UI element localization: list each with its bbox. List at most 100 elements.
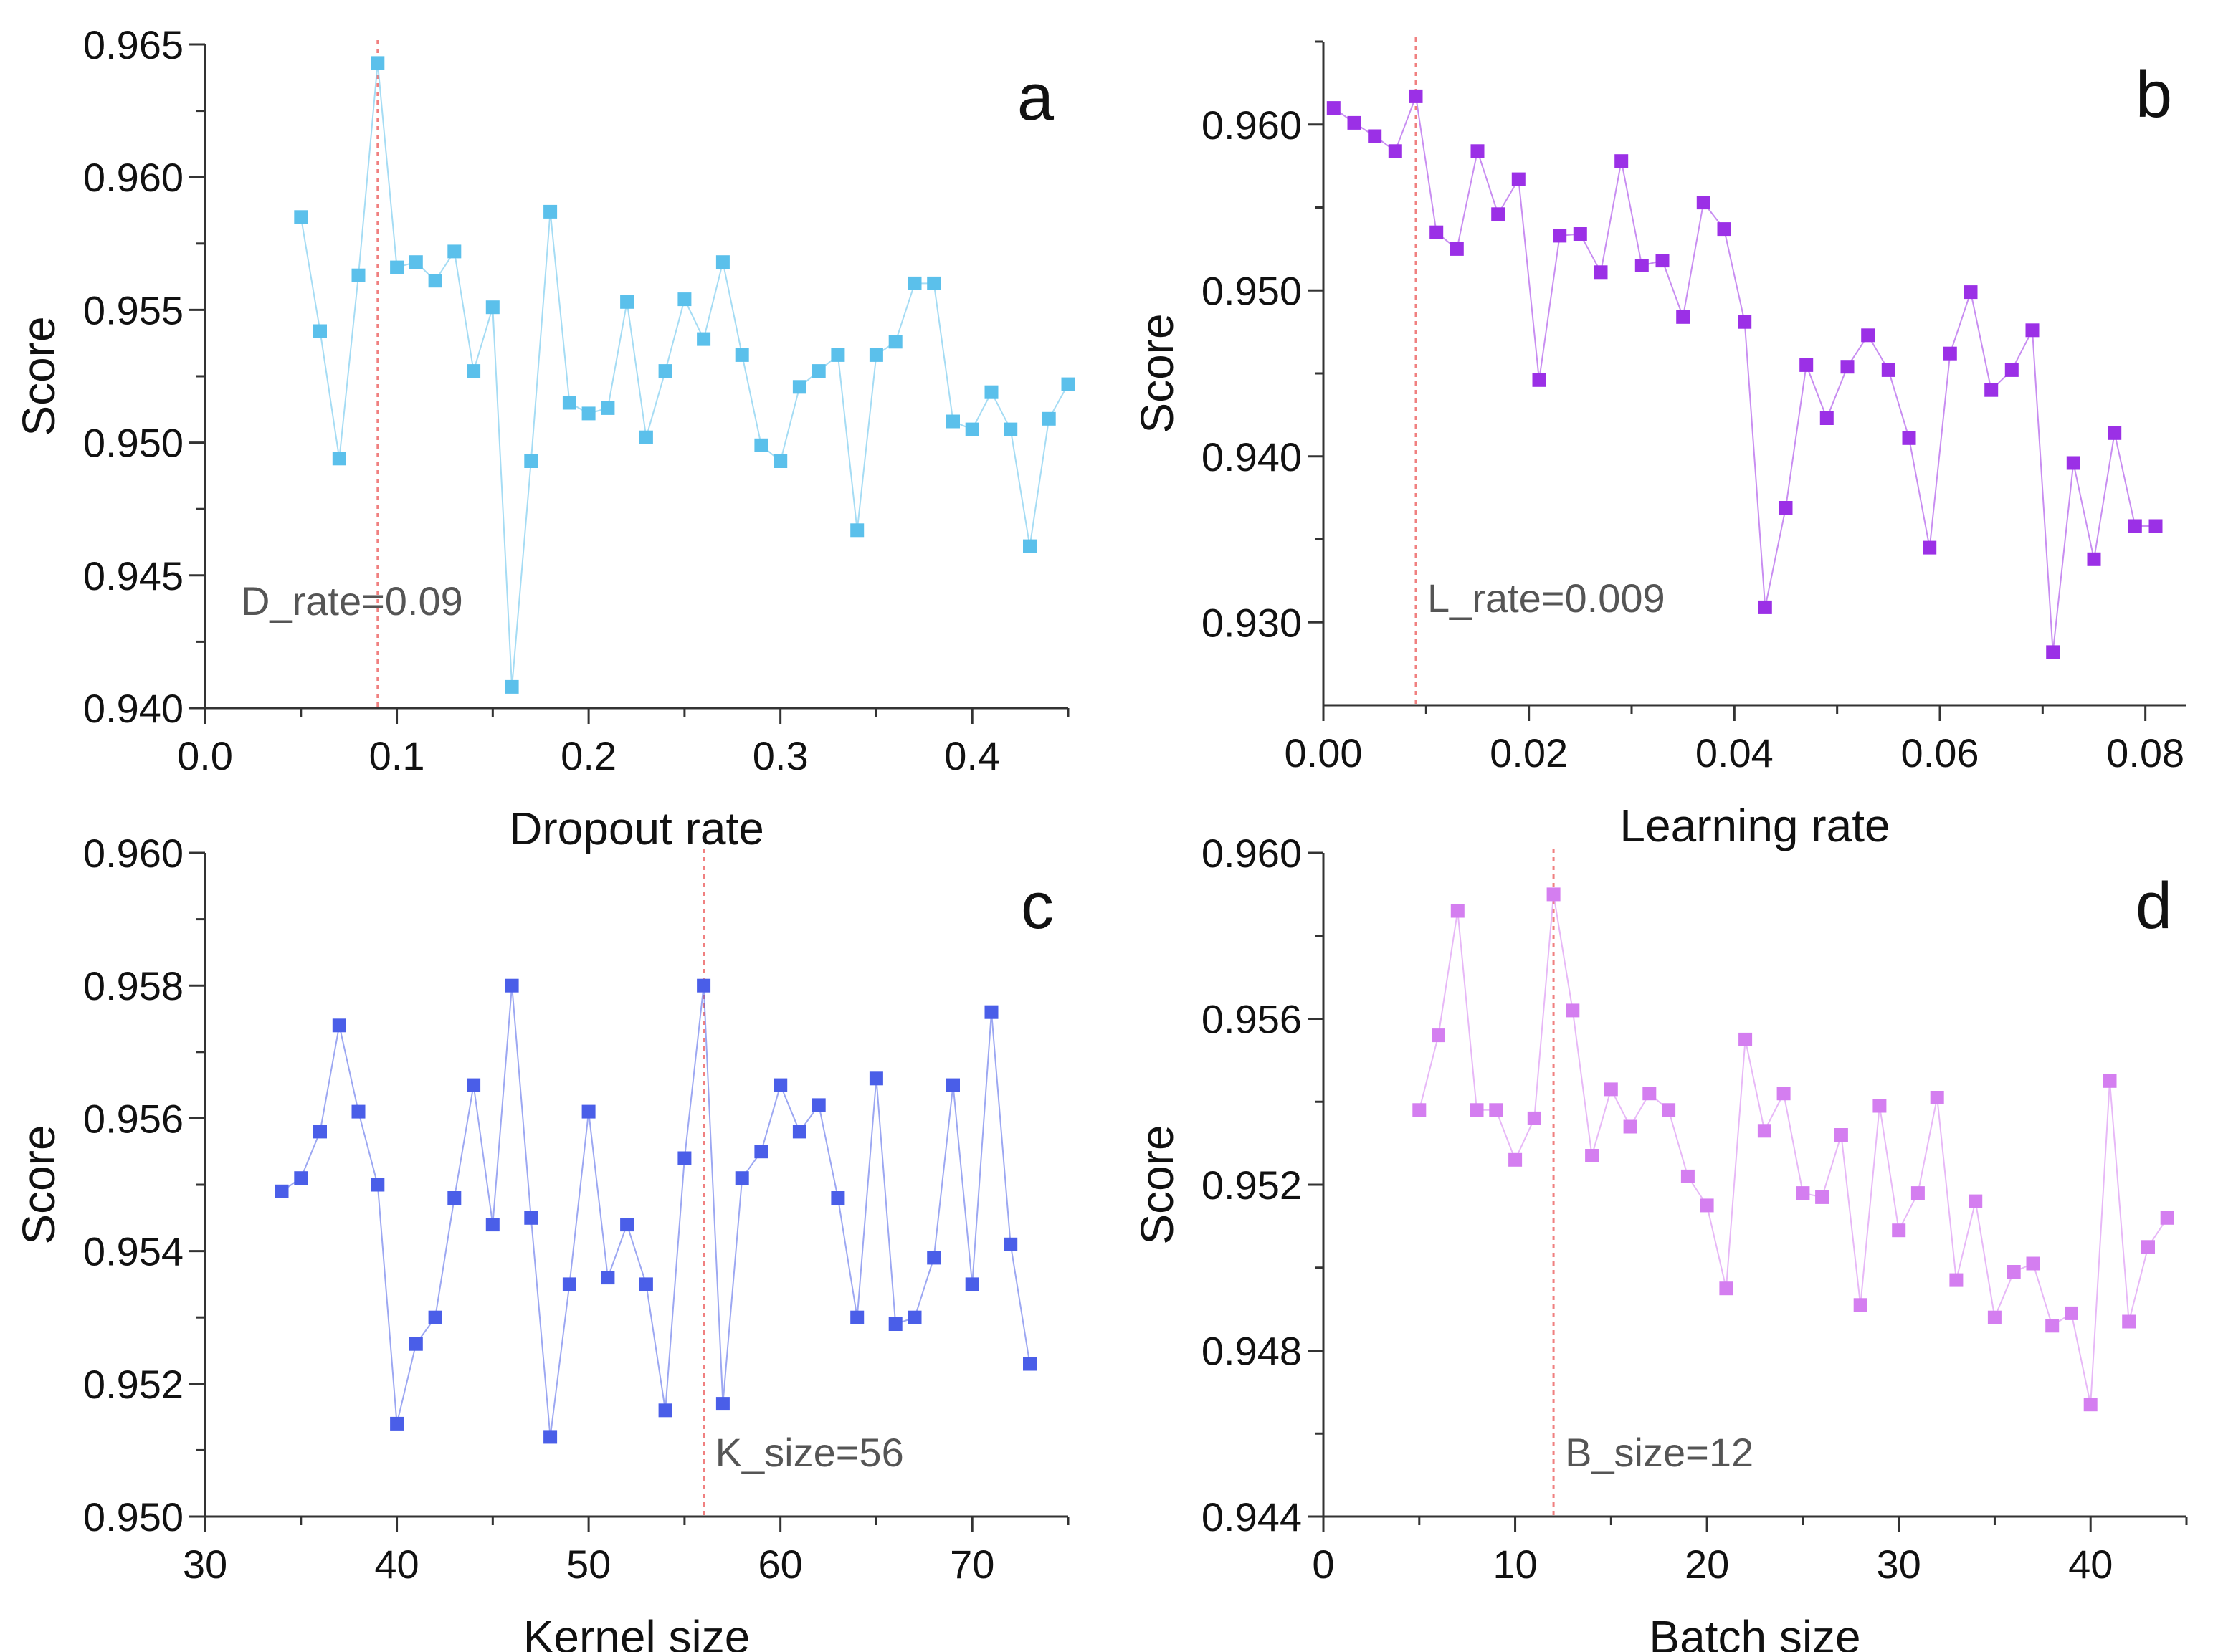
y-tick-label: 0.960 xyxy=(83,155,184,200)
data-point xyxy=(1819,411,1834,425)
data-point xyxy=(927,1251,941,1265)
panel-letter: d xyxy=(2136,869,2172,942)
x-tick-label: 0.2 xyxy=(561,733,617,778)
data-point xyxy=(1902,431,1916,445)
data-point xyxy=(351,268,366,282)
x-axis-title: Learning rate xyxy=(1619,800,1890,851)
data-point xyxy=(1409,89,1423,103)
data-point xyxy=(754,438,768,452)
chart-panel-b: 0.930 0.940 0.950 0.960 0.00 0.02 0.04 0.06 0.08… xyxy=(1131,37,2186,851)
y-tick-label: 0.950 xyxy=(83,1494,184,1539)
y-tick-label: 0.954 xyxy=(83,1229,184,1274)
data-point xyxy=(1779,501,1793,515)
data-point xyxy=(390,260,404,274)
y-tick-label: 0.956 xyxy=(1201,997,1302,1042)
data-point xyxy=(581,406,596,421)
data-point xyxy=(371,56,385,70)
data-point xyxy=(1943,346,1957,361)
y-axis-title: Score xyxy=(1131,313,1183,433)
x-tick-label: 0.4 xyxy=(944,733,1000,778)
data-point xyxy=(1489,1103,1503,1117)
data-point xyxy=(581,1104,596,1119)
data-point xyxy=(715,255,730,269)
data-point xyxy=(1796,1186,1810,1200)
data-point xyxy=(1604,1082,1618,1097)
data-point xyxy=(1527,1111,1541,1125)
data-point xyxy=(1623,1119,1637,1134)
x-tick-label: 0.3 xyxy=(753,733,809,778)
data-point xyxy=(850,523,865,538)
x-tick-label: 0.0 xyxy=(177,733,233,778)
data-point xyxy=(1738,315,1752,329)
data-point xyxy=(1717,222,1731,237)
data-point xyxy=(1872,1099,1887,1113)
x-tick-label: 30 xyxy=(1877,1542,1921,1587)
data-point xyxy=(294,210,308,224)
y-tick-label: 0.950 xyxy=(1201,268,1302,313)
data-point xyxy=(792,1125,806,1139)
data-point xyxy=(2007,1265,2021,1279)
data-point xyxy=(313,1125,327,1139)
data-point xyxy=(562,1277,576,1291)
data-point xyxy=(2046,645,2060,659)
y-axis-title: Score xyxy=(13,316,65,436)
data-point xyxy=(1676,310,1690,324)
data-point xyxy=(1412,1103,1427,1117)
data-point xyxy=(1553,229,1567,243)
data-point xyxy=(543,1430,558,1444)
x-tick-label: 0 xyxy=(1312,1542,1334,1587)
y-tick-label: 0.960 xyxy=(1201,831,1302,876)
data-point xyxy=(735,348,749,362)
data-point xyxy=(639,1277,653,1291)
optimum-label: B_size=12 xyxy=(1565,1430,1753,1475)
panel-letter: b xyxy=(2136,58,2172,131)
data-point xyxy=(2066,456,2080,470)
x-tick-label: 0.06 xyxy=(1901,730,1979,775)
data-point xyxy=(2065,1306,2078,1320)
x-tick-label: 0.02 xyxy=(1490,730,1568,775)
x-tick-label: 0.08 xyxy=(2106,730,2184,775)
x-tick-label: 20 xyxy=(1685,1542,1729,1587)
data-point xyxy=(1023,1357,1037,1371)
data-point xyxy=(1964,285,1978,300)
data-point xyxy=(601,401,615,415)
data-point xyxy=(2025,323,2040,338)
series-line xyxy=(1418,894,2169,1405)
data-point xyxy=(505,679,519,694)
data-point xyxy=(1573,227,1587,241)
data-point xyxy=(1930,1091,1944,1104)
data-point xyxy=(1719,1281,1733,1296)
data-point xyxy=(1061,377,1075,391)
data-point xyxy=(620,1218,634,1232)
data-point xyxy=(1326,101,1341,115)
data-point xyxy=(1614,154,1629,168)
data-point xyxy=(485,300,500,315)
data-point xyxy=(2160,1211,2174,1225)
data-point xyxy=(812,364,826,378)
series-line xyxy=(281,985,1031,1438)
data-point xyxy=(946,414,960,429)
data-point xyxy=(2087,552,2101,566)
data-point xyxy=(409,1337,423,1351)
data-point xyxy=(1508,1152,1523,1167)
data-point xyxy=(1532,373,1546,387)
data-point xyxy=(447,244,462,259)
data-point xyxy=(1738,1032,1753,1046)
data-point xyxy=(1923,540,1937,555)
x-tick-label: 40 xyxy=(2068,1542,2113,1587)
data-point xyxy=(1511,172,1526,186)
data-point xyxy=(1758,600,1772,614)
data-point xyxy=(697,332,711,346)
data-point xyxy=(1987,1310,2002,1324)
data-point xyxy=(774,1078,788,1092)
y-tick-label: 0.956 xyxy=(83,1096,184,1141)
chart-panel-a: 0.940 0.945 0.950 0.955 0.960 0.965 0.0 0.1 0.2 0… xyxy=(13,22,1075,854)
data-point xyxy=(735,1171,749,1185)
data-point xyxy=(1834,1128,1848,1142)
data-point xyxy=(351,1104,366,1119)
x-tick-label: 10 xyxy=(1493,1542,1537,1587)
data-point xyxy=(524,454,538,468)
data-point xyxy=(2083,1398,2098,1412)
data-point xyxy=(774,454,788,468)
